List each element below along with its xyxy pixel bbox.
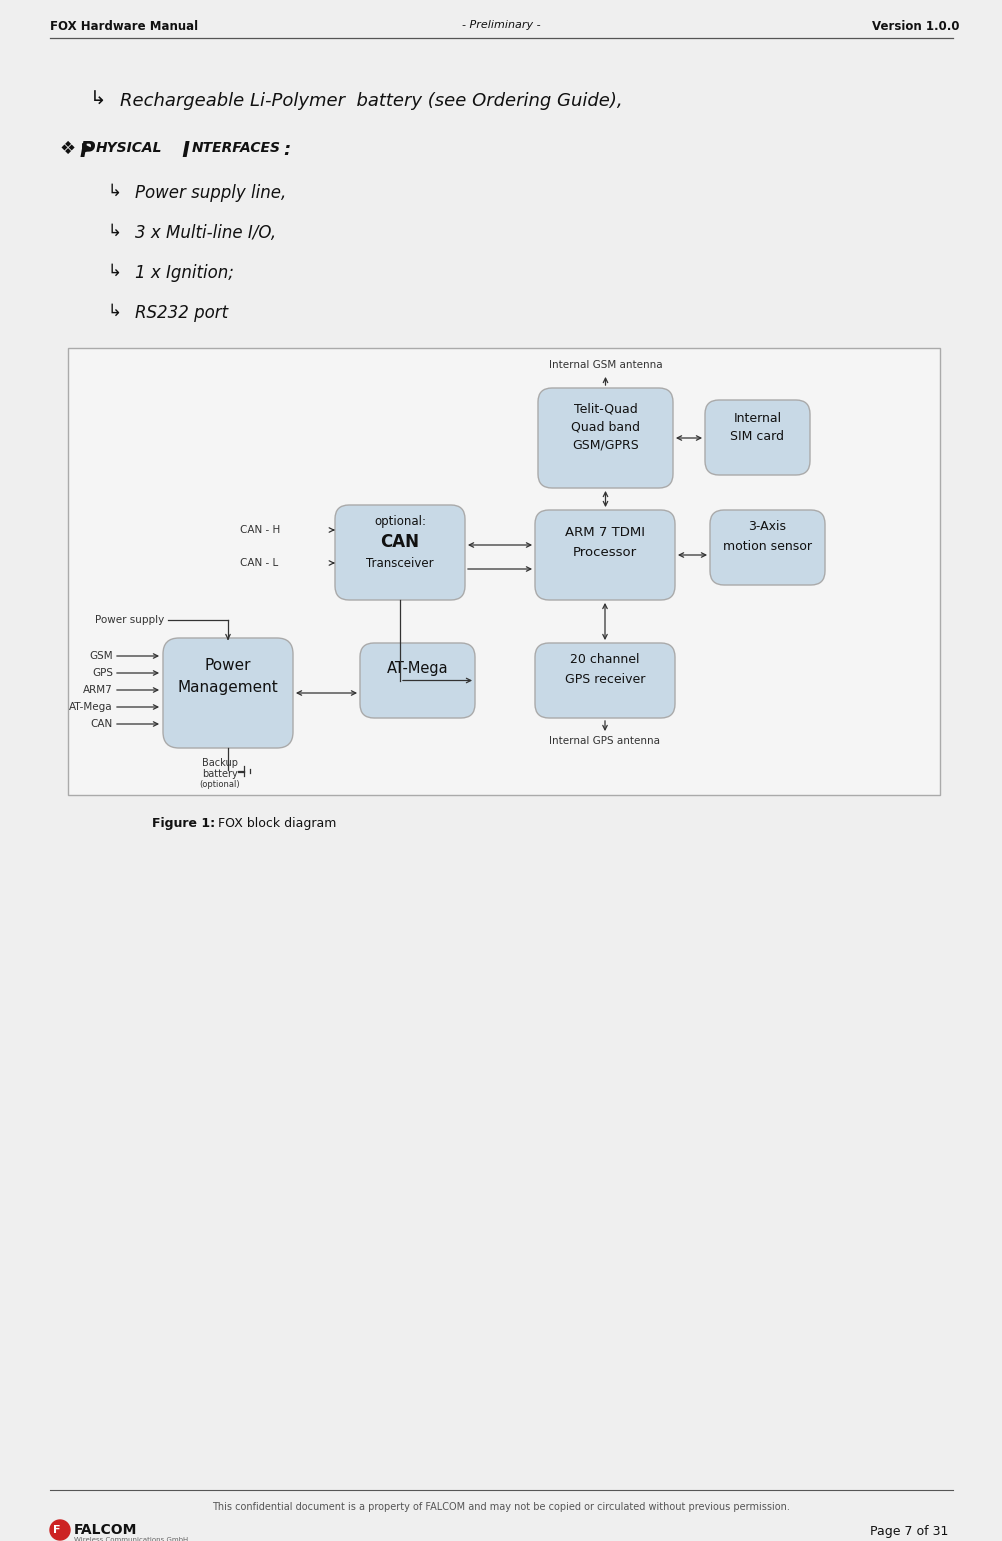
Text: ↳: ↳ xyxy=(108,262,122,280)
Text: - Preliminary -: - Preliminary - xyxy=(461,20,540,29)
Text: 1 x Ignition;: 1 x Ignition; xyxy=(135,264,233,282)
Text: CAN: CAN xyxy=(380,533,419,552)
Text: I: I xyxy=(174,140,189,160)
Text: SIM card: SIM card xyxy=(729,430,784,442)
Text: Rechargeable Li-Polymer  battery (see Ordering Guide),: Rechargeable Li-Polymer battery (see Ord… xyxy=(120,92,622,109)
Text: FOX Hardware Manual: FOX Hardware Manual xyxy=(50,20,198,32)
Text: FOX block diagram: FOX block diagram xyxy=(217,817,336,831)
Text: GPS receiver: GPS receiver xyxy=(564,673,644,686)
Text: Page 7 of 31: Page 7 of 31 xyxy=(869,1526,947,1538)
Text: Transceiver: Transceiver xyxy=(366,556,434,570)
Text: ↳: ↳ xyxy=(108,182,122,200)
Text: 20 channel: 20 channel xyxy=(570,653,639,666)
Text: F: F xyxy=(53,1526,61,1535)
Text: Version 1.0.0: Version 1.0.0 xyxy=(872,20,959,32)
Text: GPS: GPS xyxy=(92,667,113,678)
Text: AT-Mega: AT-Mega xyxy=(69,703,113,712)
Text: ↳: ↳ xyxy=(108,302,122,321)
Text: This confidential document is a property of FALCOM and may not be copied or circ: This confidential document is a property… xyxy=(211,1502,790,1512)
Text: Internal: Internal xyxy=(732,411,781,425)
Text: ❖: ❖ xyxy=(60,140,76,159)
Text: Management: Management xyxy=(177,680,279,695)
Text: Processor: Processor xyxy=(572,546,636,559)
Text: P: P xyxy=(80,140,95,160)
FancyBboxPatch shape xyxy=(335,505,465,599)
Text: CAN - H: CAN - H xyxy=(239,525,280,535)
Text: Power: Power xyxy=(204,658,250,673)
Text: Telit-Quad: Telit-Quad xyxy=(573,402,636,415)
Text: optional:: optional: xyxy=(374,515,426,529)
Text: NTERFACES: NTERFACES xyxy=(191,140,281,156)
Circle shape xyxy=(50,1519,70,1539)
Text: 3 x Multi-line I/O,: 3 x Multi-line I/O, xyxy=(135,223,276,242)
Text: HYSICAL: HYSICAL xyxy=(96,140,162,156)
Text: Internal GSM antenna: Internal GSM antenna xyxy=(548,361,661,370)
Text: AT-Mega: AT-Mega xyxy=(387,661,448,676)
Text: Wireless Communications GmbH: Wireless Communications GmbH xyxy=(74,1536,188,1541)
FancyBboxPatch shape xyxy=(534,510,674,599)
FancyBboxPatch shape xyxy=(534,643,674,718)
Text: ARM7: ARM7 xyxy=(83,686,113,695)
FancyBboxPatch shape xyxy=(537,388,672,488)
Text: ARM 7 TDMI: ARM 7 TDMI xyxy=(564,525,644,539)
Text: Power supply: Power supply xyxy=(95,615,164,626)
Text: RS232 port: RS232 port xyxy=(135,304,227,322)
FancyBboxPatch shape xyxy=(360,643,475,718)
Text: CAN: CAN xyxy=(90,720,113,729)
Text: CAN - L: CAN - L xyxy=(239,558,278,569)
FancyBboxPatch shape xyxy=(709,510,825,586)
Text: Power supply line,: Power supply line, xyxy=(135,183,286,202)
Text: Quad band: Quad band xyxy=(570,421,639,433)
Text: ▶: ▶ xyxy=(82,140,92,154)
Text: (optional): (optional) xyxy=(199,780,240,789)
Text: Backup: Backup xyxy=(201,758,237,767)
Text: ↳: ↳ xyxy=(108,222,122,240)
Text: battery: battery xyxy=(202,769,237,780)
Text: ↳: ↳ xyxy=(90,89,106,109)
FancyBboxPatch shape xyxy=(704,401,810,475)
Text: 3-Axis: 3-Axis xyxy=(747,519,786,533)
FancyBboxPatch shape xyxy=(163,638,293,747)
Text: Figure 1:: Figure 1: xyxy=(152,817,214,831)
Text: FALCOM: FALCOM xyxy=(74,1523,137,1536)
Text: motion sensor: motion sensor xyxy=(722,539,812,553)
Text: GSM/GPRS: GSM/GPRS xyxy=(571,438,638,452)
FancyBboxPatch shape xyxy=(68,348,939,795)
Text: Internal GPS antenna: Internal GPS antenna xyxy=(549,737,660,746)
Text: :: : xyxy=(283,140,290,159)
Text: GSM: GSM xyxy=(89,650,113,661)
